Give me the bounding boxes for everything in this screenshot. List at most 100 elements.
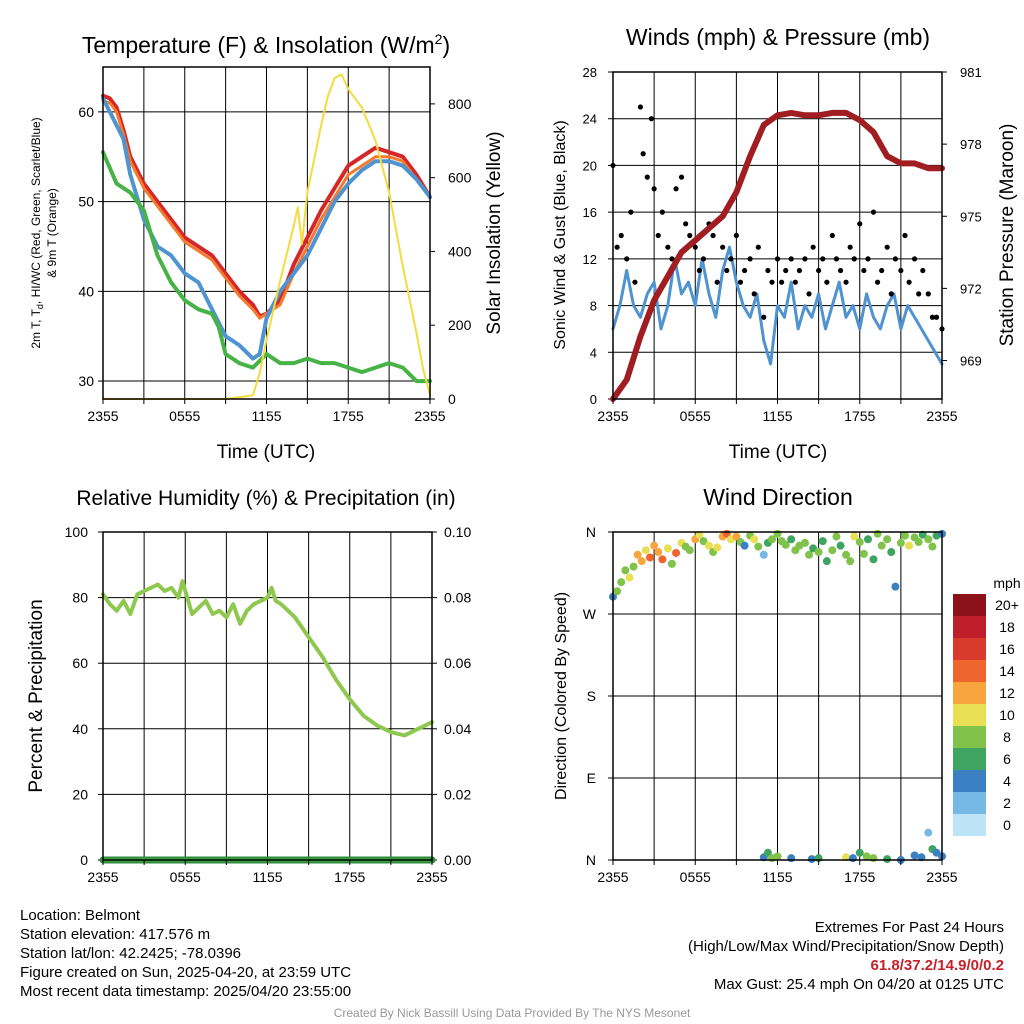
gust-point [673, 186, 679, 192]
direction-point [807, 855, 816, 864]
direction-point [704, 541, 713, 550]
gust-point [648, 116, 654, 122]
direction-point [773, 852, 782, 861]
gust-point [659, 209, 665, 215]
direction-point [877, 541, 886, 550]
temp-ytick-label: 40 [78, 283, 94, 299]
direction-point [787, 854, 796, 863]
wind-ylabel-right: Station Pressure (Maroon) [997, 124, 1018, 347]
temp-series-line-3 [101, 150, 432, 384]
colorbar-label: 4 [1003, 773, 1011, 789]
direction-point [905, 541, 914, 550]
temp-xtick-label: 1155 [251, 408, 281, 424]
gust-point [829, 232, 835, 239]
gust-point [816, 267, 822, 274]
temp-series-line-1 [101, 99, 432, 320]
gust-point [720, 244, 726, 250]
max-gust-text: Max Gust: 25.4 mph On 04/20 at 0125 UTC [713, 976, 1004, 993]
temp-series-line-4 [102, 73, 431, 400]
gust-point [655, 232, 661, 239]
colorbar-label: 12 [999, 685, 1015, 701]
direction-point [850, 532, 859, 541]
direction-point [883, 535, 892, 544]
rh-line [101, 579, 434, 738]
pressure-line [610, 109, 945, 402]
recent-data-text: Most recent data timestamp: 2025/04/20 2… [20, 983, 352, 1000]
dir-xtick-label: 0555 [680, 869, 711, 885]
temp-title: Temperature (F) & Insolation (W/m2) [82, 31, 450, 58]
direction-point [887, 548, 896, 557]
gust-point [774, 256, 781, 262]
temp-ytick-right-label: 800 [448, 96, 472, 112]
direction-point [873, 529, 882, 538]
gust-point [925, 291, 931, 297]
gust-point [618, 232, 624, 239]
gust-point [879, 267, 885, 274]
gust-point [687, 232, 693, 239]
gust-point [884, 244, 890, 250]
colorbar-swatch [953, 616, 986, 638]
direction-point [896, 538, 905, 547]
direction-point [732, 532, 741, 541]
dir-ytick-label: W [583, 606, 597, 622]
gust-point [669, 256, 675, 262]
direction-point [740, 541, 749, 550]
gust-point [692, 244, 698, 250]
direction-point [773, 529, 782, 538]
direction-point [924, 828, 933, 837]
temp-ytick-label: 60 [78, 104, 94, 120]
gust-point [865, 256, 871, 262]
gust-point [637, 104, 644, 110]
gust-point [624, 256, 630, 262]
direction-point [654, 548, 663, 557]
colorbar-label: 14 [999, 663, 1015, 679]
colorbar-swatch [953, 682, 986, 704]
direction-point [629, 562, 638, 571]
wind-ytick-label: 20 [583, 158, 597, 173]
colorbar-swatch [953, 660, 986, 682]
gust-point [806, 291, 812, 297]
temp-ytick-label: 30 [78, 373, 94, 389]
direction-point [859, 549, 868, 558]
direction-point [828, 546, 837, 555]
gust-point [733, 232, 739, 239]
colorbar-label: 20+ [995, 597, 1019, 613]
direction-point [836, 541, 845, 550]
rh-xtick-label: 2355 [87, 869, 118, 885]
wind-xlabel: Time (UTC) [729, 442, 828, 463]
temp-ylabel-right: Solar Insolation (Yellow) [484, 131, 505, 334]
gust-point [906, 279, 912, 285]
gust-point [628, 209, 634, 215]
direction-point [781, 540, 790, 549]
gust-point [696, 267, 702, 274]
dir-xtick-label: 1155 [762, 869, 792, 885]
colorbar-swatch [953, 770, 986, 792]
rh-title: Relative Humidity (%) & Precipitation (i… [76, 487, 455, 510]
colorbar-label: 10 [999, 707, 1015, 723]
colorbar-swatch [953, 814, 986, 836]
gust-point [747, 256, 753, 262]
colorbar-label: 18 [999, 619, 1015, 635]
temp-xlabel: Time (UTC) [217, 442, 316, 463]
rh-xtick-label: 2355 [416, 869, 447, 885]
rh-ytick-label: 0 [80, 852, 88, 868]
gust-point [833, 256, 840, 262]
rh-ytick-right-label: 0.04 [444, 721, 471, 737]
direction-point [869, 854, 878, 863]
temp-series-line-0 [101, 93, 432, 319]
gust-point [920, 267, 926, 274]
gust-point [765, 267, 771, 274]
wind-ytick-right-label: 981 [960, 65, 982, 80]
temp-ytick-right-label: 400 [448, 243, 472, 259]
direction-point [699, 537, 708, 546]
wind-ytick-right-label: 978 [960, 137, 982, 152]
direction-point [621, 566, 630, 575]
wind-title: Winds (mph) & Pressure (mb) [626, 24, 930, 50]
rh-ytick-label: 80 [72, 590, 88, 606]
direction-point [625, 573, 634, 582]
gust-point [824, 279, 830, 285]
wind-ytick-label: 8 [590, 299, 597, 314]
direction-point [800, 538, 809, 547]
temp-xtick-label: 2355 [414, 408, 445, 424]
